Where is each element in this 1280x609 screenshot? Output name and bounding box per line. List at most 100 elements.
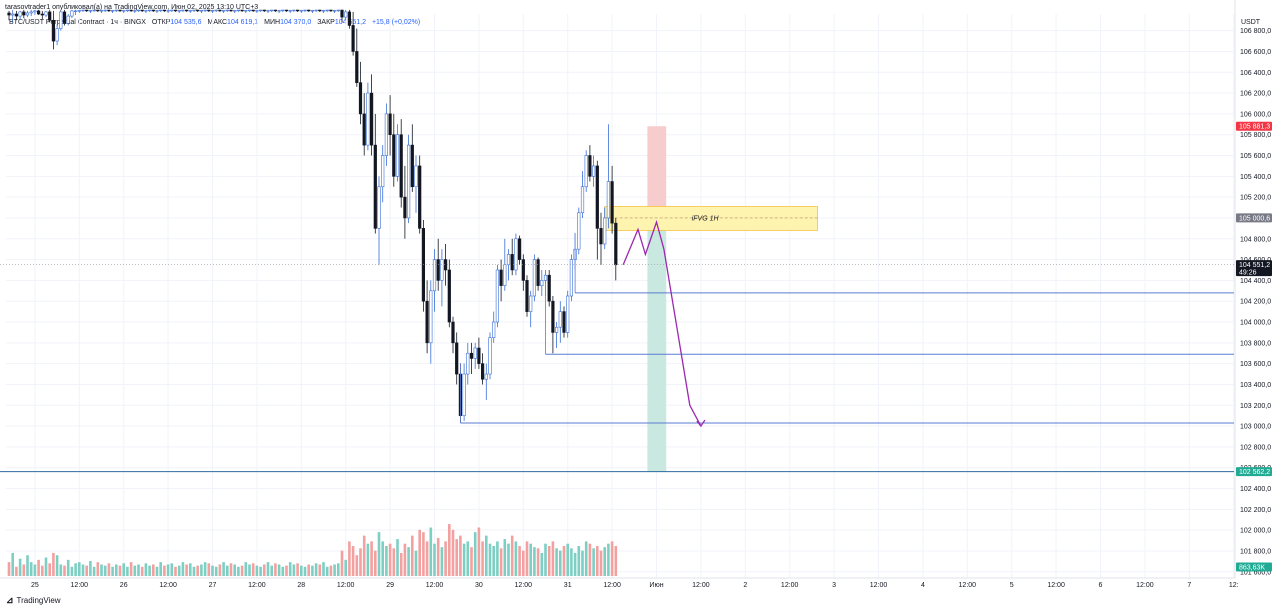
y-tick-label: 104 800,0 — [1240, 236, 1271, 243]
volume-bar — [126, 566, 129, 576]
candle-body — [7, 12, 11, 16]
volume-bar — [551, 541, 555, 576]
fvg-label: iFVG 1H — [692, 215, 720, 222]
candle-body — [466, 352, 470, 375]
volume-bar — [577, 546, 581, 576]
candle-body — [207, 9, 211, 12]
y-tick-label: 104 000,0 — [1240, 320, 1271, 327]
volume-bar — [529, 543, 532, 576]
volume-bar — [414, 550, 418, 576]
volume-bar — [281, 566, 285, 576]
volume-bar — [303, 566, 307, 576]
candle-body — [140, 9, 144, 12]
candle-body — [159, 9, 163, 12]
volume-bar — [562, 546, 566, 576]
candle-body — [440, 259, 444, 281]
x-tick-label: 4 — [921, 582, 925, 589]
volume-bar — [396, 539, 399, 576]
candle-body — [281, 9, 285, 12]
candle-body — [373, 144, 377, 229]
volume-bar — [570, 548, 573, 576]
x-tick-label: 31 — [564, 582, 572, 589]
volume-bar — [129, 562, 133, 576]
volume-bar — [555, 548, 558, 576]
candle-body — [262, 9, 266, 12]
volume-bar — [470, 547, 473, 576]
volume-bar — [522, 550, 525, 576]
volume-bar — [492, 546, 495, 576]
volume-bar — [337, 563, 340, 576]
symbol-name[interactable]: BTC/USDT Perpetual Contract · 1ч · BINGX — [9, 19, 146, 26]
volume-bar — [70, 566, 74, 576]
price-label-bg — [1236, 121, 1272, 131]
volume-bar — [407, 547, 410, 576]
candle-body — [173, 9, 178, 12]
candle-body — [595, 165, 599, 229]
candle-body — [377, 186, 381, 229]
volume-bar — [451, 529, 455, 576]
candle-body — [299, 10, 303, 12]
candle-body — [603, 217, 607, 245]
volume-bar — [536, 548, 540, 576]
candle-body — [510, 254, 514, 271]
candle-body — [77, 10, 81, 12]
y-tick-label: 101 600,0 — [1240, 569, 1271, 576]
volume-bar — [403, 543, 407, 576]
volume-bar — [374, 550, 377, 576]
candle-body — [462, 373, 466, 416]
volume-bar — [459, 535, 462, 576]
volume-bar — [362, 535, 366, 576]
candle-body — [218, 9, 222, 12]
volume-bar — [311, 565, 314, 576]
candle-body — [325, 9, 329, 12]
price-label: 863,63K — [1239, 565, 1265, 572]
y-tick-label: 105 200,0 — [1240, 195, 1271, 202]
candle-body — [307, 9, 311, 12]
candle-body — [40, 13, 44, 16]
volume-bar — [584, 541, 588, 576]
volume-bar — [418, 529, 421, 576]
candle-body — [273, 9, 278, 12]
open-label: ОТКР — [151, 19, 171, 26]
y-tick-label: 103 800,0 — [1240, 340, 1271, 347]
candle-body — [44, 11, 48, 16]
price-label-bg — [1236, 467, 1272, 477]
volume-bar — [496, 541, 499, 576]
time-axis: 25 12:00 26 12:00 27 12:00 28 12:00 29 12:00 30 12:… — [31, 582, 1239, 589]
candle-body — [266, 10, 270, 12]
candle-body — [292, 9, 296, 12]
candle-body — [484, 373, 488, 380]
candle-body — [85, 9, 89, 12]
volume-bar — [222, 562, 225, 576]
candle-body — [81, 9, 85, 12]
volume-bar — [566, 543, 569, 576]
volume-bar — [144, 563, 148, 576]
candle-body — [310, 10, 315, 12]
candle-body — [532, 259, 536, 297]
volume-bar — [29, 562, 33, 576]
volume-bar — [159, 562, 162, 576]
candle-body — [614, 222, 618, 266]
candle-body — [529, 295, 533, 312]
volume-bar — [15, 566, 18, 576]
candle-body — [14, 13, 18, 17]
candle-body — [99, 10, 104, 12]
candle-body — [436, 259, 440, 281]
candle-body — [233, 10, 237, 12]
candle-body — [540, 280, 544, 286]
drawings — [604, 126, 818, 472]
volume-bar — [41, 565, 44, 576]
y-tick-label: 105 400,0 — [1240, 174, 1271, 181]
candle-body — [332, 10, 337, 12]
volume-bars — [7, 524, 618, 576]
candle-body — [210, 10, 215, 12]
candle-body — [240, 9, 244, 12]
candle-body — [203, 9, 207, 12]
countdown-label: 49:26 — [1239, 270, 1257, 277]
volume-bar — [66, 559, 70, 576]
volume-bar — [92, 566, 96, 576]
candle-body — [255, 10, 259, 12]
candle-body — [55, 28, 59, 42]
volume-bar — [444, 541, 447, 576]
